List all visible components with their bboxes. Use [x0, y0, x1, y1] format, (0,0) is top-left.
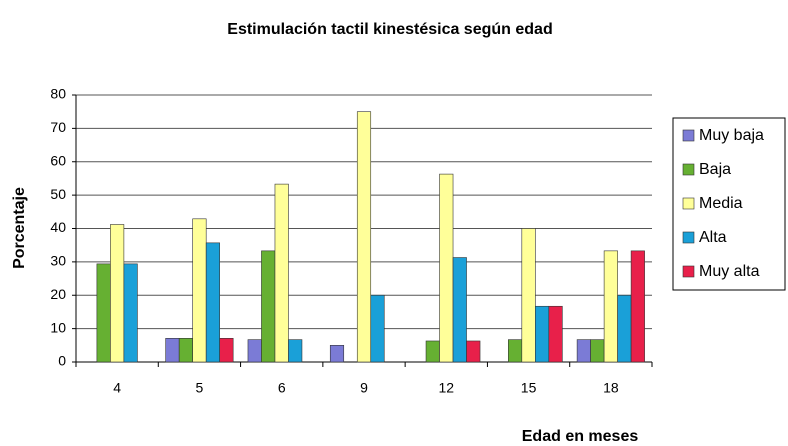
- x-tick-label: 5: [196, 380, 204, 396]
- x-axis-title: Edad en meses: [522, 428, 639, 445]
- bar: [165, 338, 180, 363]
- y-tick-label: 70: [50, 119, 66, 135]
- legend-label: Baja: [699, 161, 731, 178]
- legend-swatch: [682, 231, 695, 244]
- legend-swatch: [682, 163, 695, 176]
- bar: [508, 339, 523, 363]
- bar: [96, 263, 111, 363]
- legend-label: Alta: [699, 229, 727, 246]
- bar: [192, 218, 207, 363]
- bar: [439, 173, 454, 363]
- bar: [219, 338, 234, 363]
- bar: [590, 339, 605, 363]
- bar: [370, 294, 385, 363]
- bar: [617, 294, 632, 363]
- bar: [205, 242, 220, 363]
- y-tick-label: 30: [50, 253, 66, 269]
- x-tick-label: 18: [603, 380, 619, 396]
- legend-swatch: [682, 197, 695, 210]
- legend-swatch: [682, 129, 695, 142]
- bar: [178, 338, 193, 363]
- chart-title: Estimulación tactil kinestésica según ed…: [227, 21, 552, 38]
- bar: [466, 340, 481, 363]
- y-tick-label: 0: [58, 353, 66, 369]
- y-tick-label: 80: [50, 86, 66, 102]
- x-tick-label: 6: [278, 380, 286, 396]
- x-tick-label: 4: [113, 380, 121, 396]
- bar: [288, 339, 303, 363]
- bar: [123, 263, 138, 363]
- bar: [521, 228, 536, 363]
- legend-label: Muy baja: [699, 127, 764, 144]
- bar: [329, 345, 345, 363]
- bar: [603, 250, 618, 363]
- legend-label: Media: [699, 195, 743, 212]
- y-tick-label: 20: [50, 286, 66, 302]
- y-tick-label: 50: [50, 186, 66, 202]
- bar: [356, 111, 372, 363]
- legend-swatch: [682, 265, 695, 278]
- legend-label: Muy alta: [699, 263, 760, 280]
- y-axis-title: Porcentaje: [11, 187, 28, 269]
- x-tick-label: 15: [521, 380, 537, 396]
- y-tick-label: 60: [50, 152, 66, 168]
- x-tick-label: 9: [360, 380, 368, 396]
- bar: [548, 305, 563, 363]
- y-tick-label: 40: [50, 219, 66, 235]
- bar: [110, 224, 125, 363]
- bar: [247, 339, 262, 363]
- bar: [452, 257, 467, 363]
- bar: [274, 183, 289, 363]
- x-tick-label: 12: [438, 380, 454, 396]
- bar: [261, 250, 276, 363]
- y-tick-label: 10: [50, 319, 66, 335]
- bar: [576, 339, 591, 363]
- bar: [535, 305, 550, 363]
- bar: [425, 340, 440, 363]
- bar: [630, 250, 645, 363]
